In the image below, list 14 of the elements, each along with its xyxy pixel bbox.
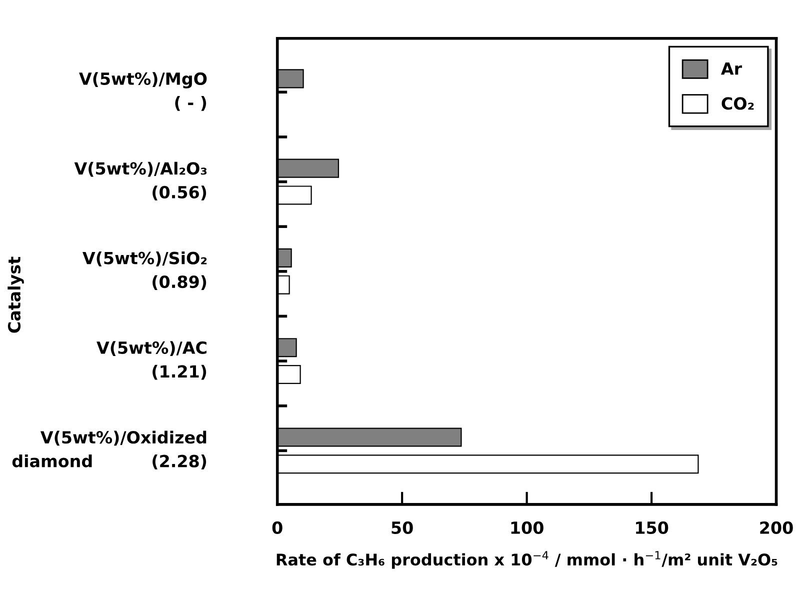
- y-axis-title: Catalyst: [8, 256, 24, 333]
- y-tick-label: V(5wt%)/Oxidized diamond (2.28): [12, 430, 206, 470]
- y-tick-label: V(5wt%)/Al₂O₃ (0.56): [74, 162, 207, 200]
- x-tick-label: 0: [272, 521, 282, 534]
- x-axis-title: Rate of C₃H₆ production x 10$^{−4}$ / mmol · h$^{−1}$/m² unit V₂O₅: [276, 551, 778, 569]
- x-tick-label: 50: [392, 521, 413, 534]
- x-tick-label: 100: [511, 521, 544, 534]
- x-tick-label: 150: [636, 521, 668, 534]
- x-tick-label: 200: [760, 521, 793, 534]
- y-tick-label: V(5wt%)/SiO₂ (0.89): [82, 251, 207, 290]
- y-tick-label: V(5wt%)/AC (1.21): [96, 341, 206, 380]
- y-tick-label: V(5wt%)/MgO ( - ): [79, 72, 207, 111]
- legend-label: Ar: [720, 62, 742, 75]
- legend-label: CO₂: [722, 97, 754, 110]
